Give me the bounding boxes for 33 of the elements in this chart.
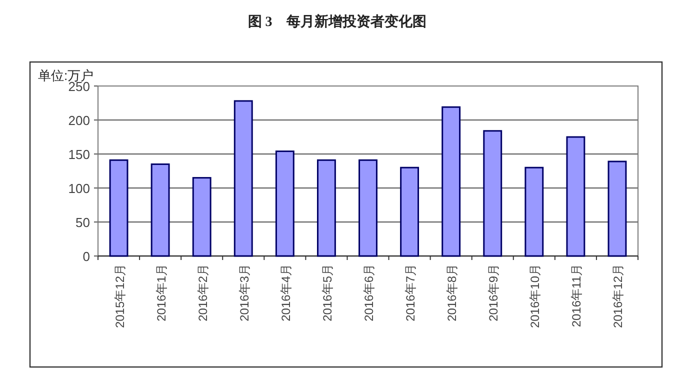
x-tick-label: 2016年7月 [404, 264, 418, 322]
bar [275, 150, 294, 257]
y-tick-label: 50 [76, 215, 90, 230]
x-tick-label: 2016年3月 [237, 264, 252, 322]
bar [566, 136, 586, 257]
bar [316, 159, 336, 257]
y-tick-label: 100 [68, 181, 90, 196]
x-tick-label: 2016年4月 [278, 264, 293, 322]
x-tick-label: 2016年9月 [486, 264, 501, 322]
y-tick-label: 0 [82, 249, 90, 264]
bar [524, 166, 544, 257]
x-tick-label: 2016年2月 [196, 264, 210, 322]
y-tick-label: 150 [68, 147, 90, 162]
x-tick-label: 2016年10月 [528, 264, 542, 328]
bar [442, 106, 461, 257]
x-tick-label: 2016年1月 [154, 264, 168, 322]
x-tick-label: 2016年12月 [611, 264, 626, 328]
y-axis-title: 单位:万户 [38, 68, 94, 83]
x-tick-label: 2016年5月 [320, 264, 334, 322]
bar [192, 177, 212, 257]
x-tick-label: 2016年11月 [570, 264, 584, 328]
bar [358, 159, 378, 257]
bar [234, 100, 253, 257]
bar [150, 163, 170, 257]
x-tick-label: 2016年6月 [362, 264, 376, 322]
bar [109, 159, 128, 257]
y-tick-label: 200 [68, 113, 90, 128]
chart-title: 图 3 每月新增投资者变化图 [248, 13, 426, 30]
x-tick-label: 2016年8月 [445, 264, 460, 322]
bar [400, 166, 420, 257]
x-tick-label: 2015年12月 [112, 264, 127, 328]
bar [483, 130, 502, 257]
bar [608, 160, 627, 257]
